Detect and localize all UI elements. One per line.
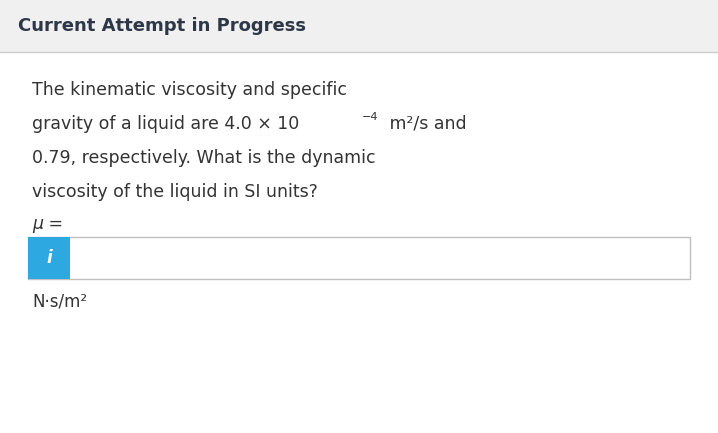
Text: viscosity of the liquid in SI units?: viscosity of the liquid in SI units? bbox=[32, 183, 318, 201]
Text: Current Attempt in Progress: Current Attempt in Progress bbox=[18, 17, 306, 35]
Text: gravity of a liquid are 4.0 × 10: gravity of a liquid are 4.0 × 10 bbox=[32, 115, 299, 133]
Text: N·s/m²: N·s/m² bbox=[32, 292, 87, 310]
Bar bbox=[28, 237, 690, 279]
Text: μ =: μ = bbox=[32, 215, 63, 233]
Text: The kinematic viscosity and specific: The kinematic viscosity and specific bbox=[32, 81, 347, 99]
Text: i: i bbox=[46, 249, 52, 267]
Text: m²/s and: m²/s and bbox=[384, 115, 467, 133]
Bar bbox=[28, 237, 70, 279]
Bar bbox=[0, 52, 718, 433]
Bar bbox=[0, 0, 718, 52]
Text: 0.79, respectively. What is the dynamic: 0.79, respectively. What is the dynamic bbox=[32, 149, 376, 167]
Text: −4: −4 bbox=[362, 112, 378, 122]
